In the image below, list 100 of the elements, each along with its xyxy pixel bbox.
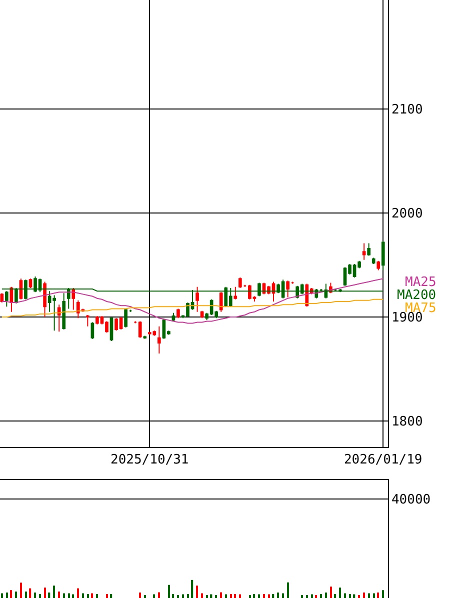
y-tick-label: 2100 [391,102,423,118]
bar [63,593,65,598]
bar [72,594,74,598]
bar [139,592,141,598]
candlestick [362,242,366,260]
line-series [1,298,384,318]
bar [239,594,241,598]
candlestick [376,260,380,271]
candlestick [219,292,223,312]
candlestick [128,309,132,312]
bar [201,593,203,598]
bar [82,593,84,598]
bar [258,594,260,598]
candlestick [381,240,385,271]
candlestick [372,257,376,265]
bar [315,595,318,598]
candlestick [57,304,61,332]
bar [172,594,174,598]
bar [253,594,256,598]
bar [234,594,236,598]
bar [220,592,222,598]
bar [272,594,274,598]
bar [87,594,89,598]
bar [53,586,55,598]
bar [249,595,251,598]
bar [277,592,279,598]
bar [68,593,70,598]
bar [368,593,370,598]
candlestick [157,326,161,354]
series-label: MA200 [397,288,436,303]
bar [44,588,46,598]
bar [344,593,346,598]
candlestick [72,287,76,310]
candlestick [62,292,66,330]
candlestick [134,320,137,324]
candlestick [172,312,176,322]
bar [6,592,8,598]
candlestick [286,280,290,298]
bar [330,586,332,598]
bar [106,594,108,598]
x-tick-label: 2026/01/19 [344,452,422,468]
bar [10,590,12,598]
y-tick-label: 40000 [391,492,431,508]
bar [187,594,189,598]
bar [349,594,351,598]
bar [182,594,184,598]
candlestick [234,286,238,300]
bar [325,592,327,598]
bar [110,594,112,598]
candlestick [43,281,46,318]
bar [29,588,32,598]
bar [34,592,36,598]
candlestick [367,242,370,256]
x-tick-label: 2025/10/31 [110,452,189,468]
candlestick [238,277,242,288]
series-label: MA25 [405,275,436,290]
bar [1,593,3,598]
bar [48,592,50,598]
bar [282,593,284,598]
bar [230,594,232,598]
candlestick [290,281,294,284]
bar [363,592,365,598]
bar [177,595,179,598]
line-series [1,278,384,324]
bar [225,594,227,598]
bar [91,593,94,598]
bar [320,594,322,598]
bar [358,595,360,598]
bar [334,594,336,598]
bar [268,594,270,598]
candlestick [90,322,94,340]
candlestick [243,284,247,288]
bar [263,594,265,598]
bar [25,592,27,598]
bar [168,584,170,598]
bar [339,588,341,598]
y-tick-label: 1800 [391,414,423,430]
candlestick [28,278,32,288]
bar [206,595,208,598]
bar [96,594,98,598]
bar [382,590,384,598]
y-tick-label: 2000 [391,206,423,222]
candlestick [138,320,142,338]
candlestick [196,286,199,312]
bar [158,592,160,598]
candlestick [124,308,128,328]
candlestick [143,335,147,340]
bar [215,595,217,598]
candlestick [110,316,114,342]
bar [77,588,79,598]
bar [39,594,41,598]
candlestick [176,308,180,319]
candlestick [86,314,90,327]
bar [191,580,194,598]
bar [58,592,60,598]
bar [287,582,289,598]
bar [311,594,313,598]
bar [301,595,303,598]
bar [144,595,146,598]
bar [306,595,308,598]
